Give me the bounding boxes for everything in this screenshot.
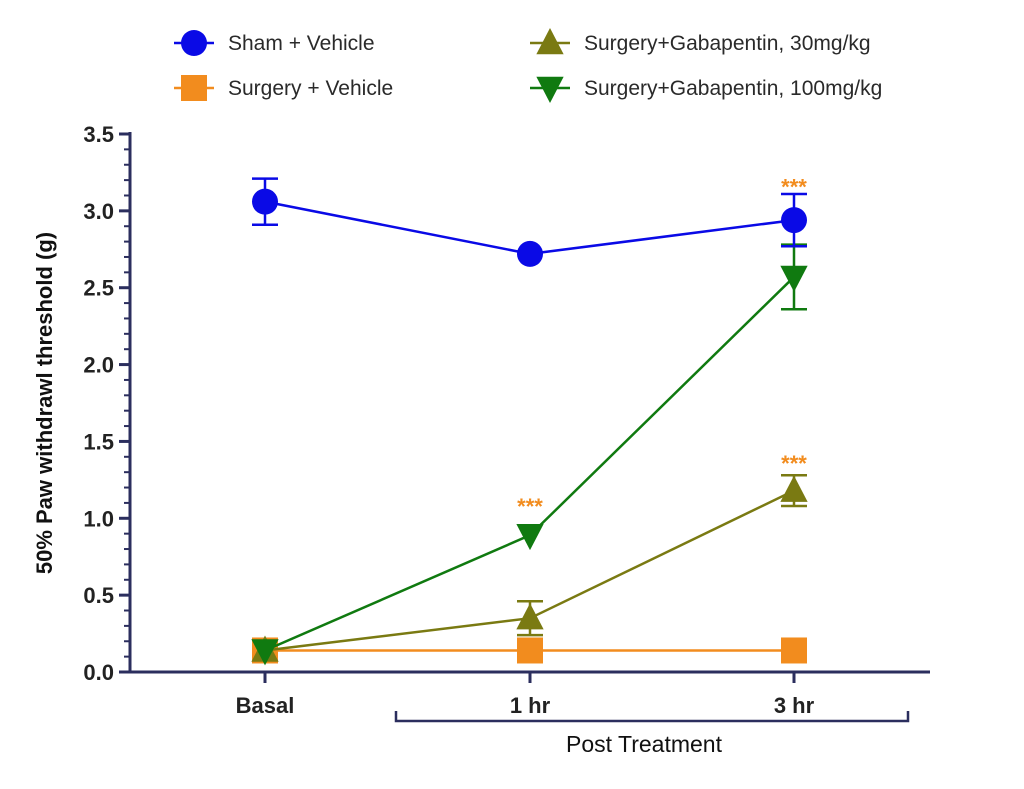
y-tick-label: 2.0 (83, 353, 114, 378)
y-tick-label: 1.0 (83, 506, 114, 531)
legend-marker (536, 76, 564, 103)
y-tick-label: 0.5 (83, 583, 114, 608)
legend-label: Sham + Vehicle (228, 32, 375, 55)
series-surgery-gabapentin-100mg-kg (251, 243, 808, 666)
y-tick-label: 3.5 (83, 122, 114, 147)
axes: 0.0 0.5 1.0 1.5 2.0 2.5 3.0 3.5 Basal 1 hr 3 hr 50%… (32, 122, 930, 757)
legend-item-surgery-gabapentin-100mg-kg: Surgery+Gabapentin, 100mg/kg (530, 76, 882, 103)
group-label: Post Treatment (566, 731, 723, 757)
data-point (517, 637, 543, 664)
data-point (516, 603, 544, 630)
legend-label: Surgery+Gabapentin, 100mg/kg (584, 77, 882, 100)
data-point (516, 523, 544, 551)
legend: Sham + Vehicle Surgery + Vehicle Surgery+G… (174, 28, 882, 103)
x-tick-label-1-hr: 1 hr (510, 693, 551, 718)
legend-marker (536, 28, 564, 55)
data-point (780, 265, 808, 292)
y-tick-label: 2.5 (83, 276, 114, 301)
legend-item-surgery-vehicle: Surgery + Vehicle (174, 75, 393, 101)
legend-marker (181, 30, 207, 56)
y-tick-label: 1.5 (83, 429, 114, 454)
y-tick-label: 3.0 (83, 199, 114, 224)
legend-label: Surgery+Gabapentin, 30mg/kg (584, 32, 871, 55)
group-bracket (394, 711, 910, 723)
data-point (780, 475, 808, 502)
series-layer (251, 177, 808, 666)
data-point (781, 207, 807, 234)
x-tick-label-3-hr: 3 hr (774, 693, 815, 718)
series-line (264, 276, 795, 652)
significance-label: *** (781, 174, 807, 199)
significance-label: *** (781, 451, 807, 476)
legend-label: Surgery + Vehicle (228, 77, 393, 100)
data-point (252, 188, 278, 215)
legend-marker (181, 75, 207, 101)
y-tick-label: 0.0 (83, 660, 114, 685)
significance-label: *** (517, 494, 543, 519)
data-point (251, 639, 279, 666)
data-point (781, 637, 807, 664)
data-point (517, 240, 543, 267)
annotation-layer: *** *** *** (517, 174, 807, 519)
y-axis-title: 50% Paw withdrawl threshold (g) (32, 232, 57, 574)
series-sham-vehicle (252, 177, 807, 267)
x-tick-label-basal: Basal (236, 693, 295, 718)
legend-item-surgery-gabapentin-30mg-kg: Surgery+Gabapentin, 30mg/kg (530, 28, 871, 55)
legend-item-sham-vehicle: Sham + Vehicle (174, 30, 375, 56)
